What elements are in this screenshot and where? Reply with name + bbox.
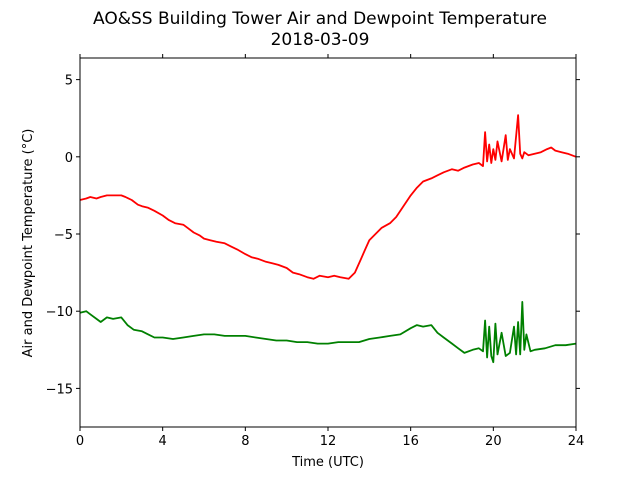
x-tick-label: 12	[320, 434, 337, 449]
x-tick-label: 24	[568, 434, 585, 449]
x-tick-label: 8	[241, 434, 249, 449]
series-line-1	[79, 114, 577, 280]
chart-subtitle: 2018-03-09	[271, 30, 370, 50]
y-tick-label: −10	[46, 305, 73, 320]
x-tick-label: 4	[159, 434, 167, 449]
ticks-layer: 0 4 8 12 16 20 24 5 0 −5 −10 −15	[46, 54, 585, 449]
x-tick-label: 16	[402, 434, 419, 449]
y-tick-label: 0	[65, 151, 73, 166]
chart-title: AO&SS Building Tower Air and Dewpoint Te…	[93, 9, 547, 29]
y-tick-label: −5	[54, 228, 73, 243]
y-axis-label: Air and Dewpoint Temperature (°C)	[21, 129, 36, 358]
x-axis-label: Time (UTC)	[291, 455, 364, 470]
y-tick-label: −15	[46, 382, 73, 397]
plot-frame	[79, 57, 577, 428]
y-tick-label: 5	[65, 74, 73, 89]
series-line-2	[79, 300, 577, 364]
x-tick-label: 0	[76, 434, 84, 449]
series-layer	[79, 114, 577, 364]
x-tick-label: 20	[485, 434, 502, 449]
